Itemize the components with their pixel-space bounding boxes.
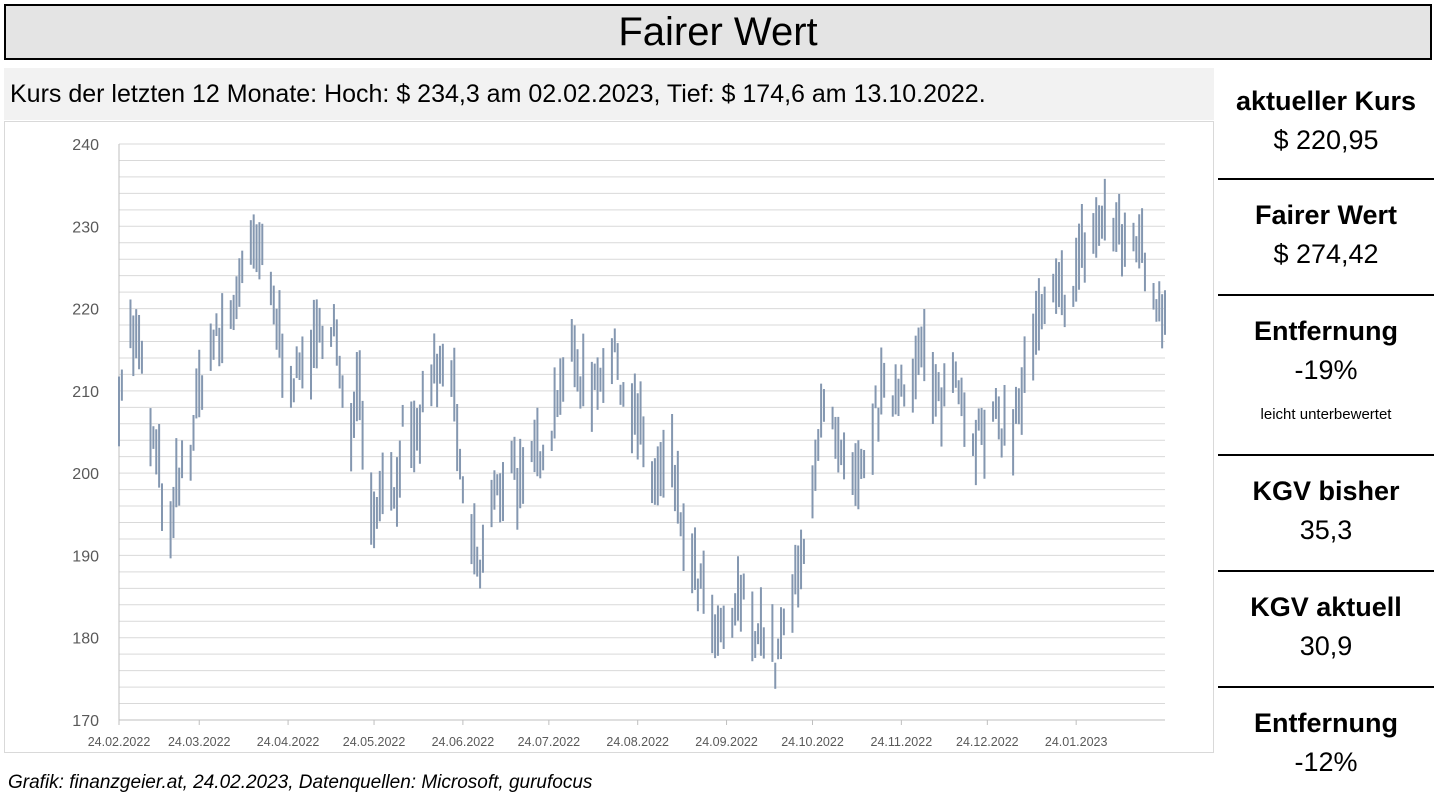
distance-stat-2: Entfernung -12% [1218, 708, 1434, 778]
chart-title: Fairer Wert [4, 4, 1432, 60]
x-tick-label: 24.06.2022 [432, 735, 495, 749]
pe-forward-value: 30,9 [1299, 631, 1353, 661]
price-range-summary: Kurs der letzten 12 Monate: Hoch: $ 234,… [4, 68, 1214, 120]
distance-value-2: -12% [1294, 747, 1358, 777]
y-tick-label: 230 [72, 219, 99, 236]
pe-trailing-label: KGV bisher [1252, 476, 1400, 506]
divider [1218, 570, 1434, 572]
current-price-value: $ 220,95 [1273, 125, 1379, 155]
pe-forward-stat: KGV aktuell 30,9 [1218, 592, 1434, 662]
divider [1218, 454, 1434, 456]
y-tick-label: 240 [72, 137, 99, 154]
y-tick-label: 220 [72, 302, 99, 319]
source-footnote: Grafik: finanzgeier.at, 24.02.2023, Date… [8, 772, 593, 793]
distance-stat: Entfernung -19% leicht unterbewertet [1218, 316, 1434, 423]
current-price-label: aktueller Kurs [1235, 86, 1417, 116]
pe-trailing-value: 35,3 [1299, 515, 1353, 545]
x-tick-label: 24.12.2022 [956, 735, 1019, 749]
x-tick-label: 24.09.2022 [695, 735, 758, 749]
key-figures-panel: aktueller Kurs $ 220,95 Fairer Wert $ 27… [1218, 68, 1434, 804]
pe-forward-label: KGV aktuell [1250, 592, 1402, 622]
divider [1218, 294, 1434, 296]
x-tick-label: 24.07.2022 [518, 735, 581, 749]
distance-label: Entfernung [1254, 316, 1398, 346]
x-tick-label: 24.11.2022 [871, 735, 933, 749]
price-chart: 170 180 190 200 210 220 230 240 24.02.2022 24.03.… [4, 121, 1214, 753]
x-tick-label: 24.05.2022 [343, 735, 406, 749]
fair-value-stat: Fairer Wert $ 274,42 [1218, 200, 1434, 270]
distance-label-2: Entfernung [1254, 708, 1398, 738]
x-tick-label: 24.08.2022 [606, 735, 669, 749]
divider [1218, 178, 1434, 180]
y-tick-label: 190 [72, 548, 99, 565]
x-tick-label: 24.04.2022 [257, 735, 320, 749]
x-tick-label: 24.10.2022 [781, 735, 844, 749]
distance-value: -19% [1294, 355, 1358, 385]
price-chart-svg: 170 180 190 200 210 220 230 240 24.02.2022 24.03.… [72, 137, 1166, 749]
current-price-stat: aktueller Kurs $ 220,95 [1218, 86, 1434, 156]
pe-trailing-stat: KGV bisher 35,3 [1218, 476, 1434, 546]
valuation-note: leicht unterbewertet [1260, 406, 1392, 423]
y-tick-label: 180 [72, 631, 99, 648]
divider [1218, 686, 1434, 688]
fair-value-value: $ 274,42 [1273, 239, 1379, 269]
y-tick-label: 170 [72, 713, 99, 730]
x-tick-label: 24.01.2023 [1045, 735, 1108, 749]
fair-value-label: Fairer Wert [1254, 200, 1398, 230]
x-tick-label: 24.03.2022 [168, 735, 231, 749]
y-tick-label: 210 [72, 384, 99, 401]
x-tick-label: 24.02.2022 [88, 735, 151, 749]
y-tick-label: 200 [72, 466, 99, 483]
